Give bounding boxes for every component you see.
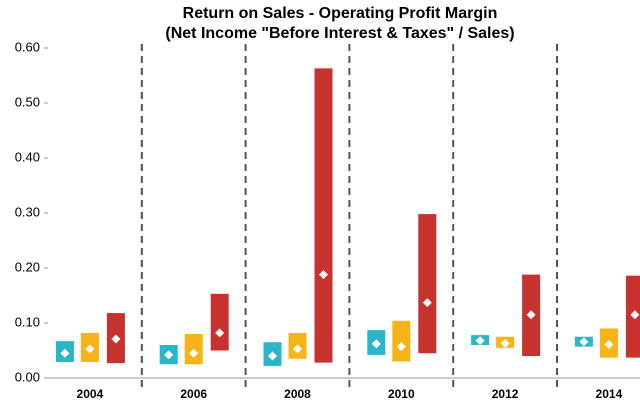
mean-marker — [604, 339, 614, 349]
mean-marker — [526, 310, 536, 320]
range-bar — [392, 320, 411, 362]
range-bar — [314, 68, 333, 363]
y-tick-label: 0.00 — [15, 369, 40, 384]
range-bar — [210, 293, 229, 351]
mean-marker — [268, 351, 277, 361]
mean-marker — [215, 328, 225, 338]
mean-marker — [371, 339, 381, 349]
y-tick-label: 0.10 — [15, 314, 40, 329]
range-bar — [418, 214, 437, 354]
mean-marker — [500, 338, 510, 348]
x-tick-label: 2010 — [388, 387, 415, 401]
chart-subtitle: (Net Income "Before Interest & Taxes" / … — [165, 25, 514, 42]
y-tick-label: 0.40 — [15, 149, 40, 164]
x-tick-label: 2012 — [492, 387, 519, 401]
y-tick-label: 0.60 — [15, 39, 40, 54]
x-tick-label: 2004 — [77, 387, 104, 401]
mean-marker — [189, 348, 199, 358]
mean-marker — [319, 270, 328, 280]
y-tick-label: 0.30 — [15, 204, 40, 219]
mean-marker — [396, 342, 406, 352]
mean-marker — [475, 336, 485, 346]
mean-marker — [293, 344, 302, 354]
mean-marker — [579, 337, 589, 347]
mean-marker — [630, 310, 640, 320]
chart-title: Return on Sales - Operating Profit Margi… — [183, 5, 498, 22]
mean-marker — [111, 334, 121, 344]
y-tick-label: 0.50 — [15, 94, 40, 109]
x-tick-label: 2014 — [596, 387, 623, 401]
x-tick-label: 2008 — [284, 387, 311, 401]
mean-marker — [85, 344, 95, 354]
x-tick-label: 2006 — [180, 387, 207, 401]
mean-marker — [164, 350, 174, 360]
mean-marker — [60, 348, 70, 358]
y-tick-label: 0.20 — [15, 259, 40, 274]
mean-marker — [422, 298, 432, 308]
